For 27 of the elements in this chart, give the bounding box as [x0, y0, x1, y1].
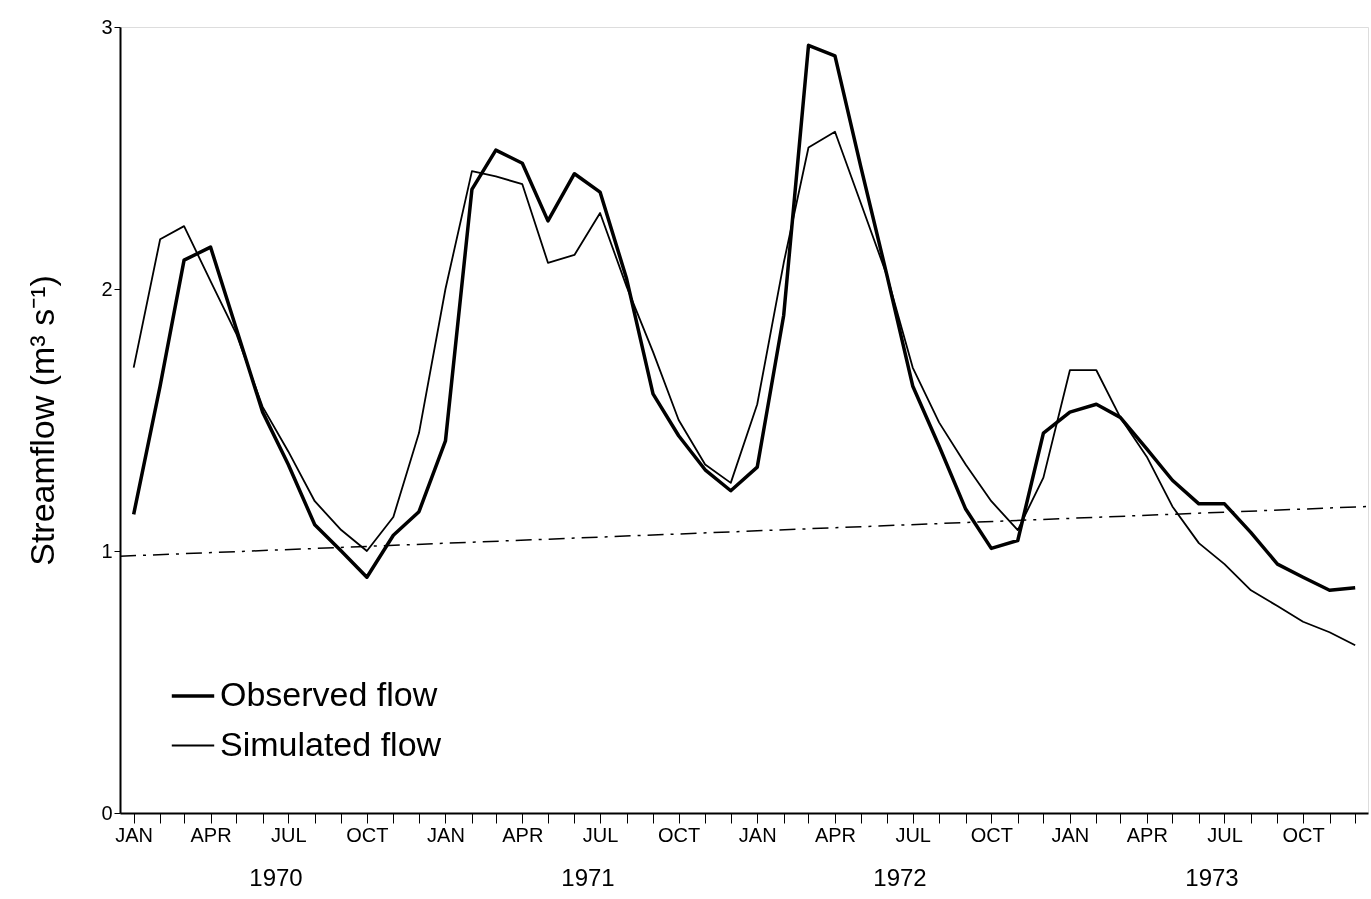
y-tick-label: 3	[101, 15, 113, 38]
x-tick-label: OCT	[346, 823, 389, 846]
legend-label: Observed flow	[220, 675, 438, 713]
x-tick-label: JUL	[270, 823, 307, 846]
x-tick-label: JAN	[738, 823, 777, 846]
x-tick-label: APR	[190, 823, 232, 846]
y-tick-label: 0	[101, 801, 113, 824]
y-tick-label: 1	[101, 539, 113, 562]
y-axis-title: Streamflow (m³ s⁻¹)	[23, 275, 62, 566]
x-tick-label: APR	[502, 823, 544, 846]
x-tick-label: JUL	[895, 823, 931, 846]
x-tick-label: OCT	[658, 823, 701, 846]
x-tick-label: APR	[1126, 823, 1168, 846]
x-tick-label: JAN	[1051, 823, 1090, 846]
x-tick-label: APR	[814, 823, 857, 846]
text: 1970	[249, 864, 303, 891]
y-tick-label: 2	[101, 277, 113, 300]
x-tick-label: JUL	[582, 823, 619, 846]
text: 1973	[1185, 864, 1239, 891]
x-tick-label: JUL	[1207, 823, 1243, 846]
x-tick-label: OCT	[970, 823, 1013, 846]
x-tick-label: JAN	[427, 823, 465, 846]
text: 1971	[561, 864, 615, 891]
legend-label: Simulated flow	[220, 724, 442, 763]
x-tick-label: OCT	[1282, 823, 1325, 846]
x-tick-label: JAN	[115, 823, 154, 846]
text: 1972	[873, 864, 927, 891]
